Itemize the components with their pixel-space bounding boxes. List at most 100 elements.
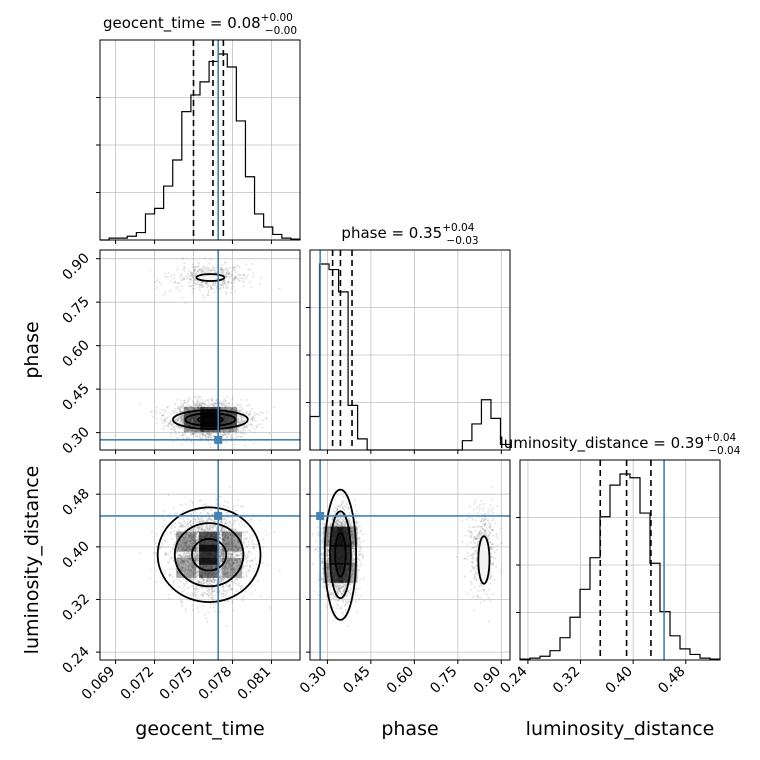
sample-point bbox=[250, 417, 253, 420]
sample-point bbox=[180, 503, 183, 506]
sample-point bbox=[195, 595, 198, 598]
sample-point bbox=[241, 279, 244, 282]
sample-point bbox=[233, 267, 236, 270]
sample-point bbox=[186, 521, 189, 524]
sample-point bbox=[195, 403, 198, 406]
sample-point bbox=[223, 425, 226, 428]
sample-point bbox=[214, 603, 217, 606]
sample-point bbox=[237, 498, 240, 501]
sample-point bbox=[161, 544, 164, 547]
sample-point bbox=[198, 407, 201, 410]
sample-point bbox=[172, 410, 175, 413]
sample-point bbox=[219, 610, 222, 613]
sample-point bbox=[204, 271, 207, 274]
sample-point bbox=[237, 418, 240, 421]
sample-point bbox=[232, 521, 235, 524]
sample-point bbox=[180, 421, 183, 424]
sample-point bbox=[237, 435, 240, 438]
sample-point bbox=[174, 281, 177, 284]
sample-point bbox=[179, 416, 182, 419]
sample-point bbox=[173, 530, 176, 533]
sample-point bbox=[199, 512, 202, 515]
sample-point bbox=[192, 433, 195, 436]
sample-point bbox=[182, 277, 185, 280]
sample-point bbox=[235, 408, 238, 411]
sample-point bbox=[183, 419, 186, 422]
sample-point bbox=[247, 404, 250, 407]
sample-point bbox=[238, 274, 241, 277]
sample-point bbox=[255, 425, 258, 428]
sample-point bbox=[164, 275, 167, 278]
sample-point bbox=[215, 503, 218, 506]
sample-point bbox=[179, 406, 182, 409]
sample-point bbox=[248, 423, 251, 426]
sample-point bbox=[209, 433, 212, 436]
sample-point bbox=[205, 617, 208, 620]
sample-point bbox=[191, 432, 194, 435]
sample-point bbox=[190, 417, 193, 420]
sample-point bbox=[163, 573, 166, 576]
sample-point bbox=[181, 407, 184, 410]
sample-point bbox=[203, 528, 206, 531]
sample-point bbox=[194, 421, 197, 424]
sample-point bbox=[239, 419, 242, 422]
sample-point bbox=[227, 433, 230, 436]
sample-point bbox=[241, 572, 244, 575]
sample-point bbox=[223, 516, 226, 519]
sample-point bbox=[225, 624, 228, 627]
sample-point bbox=[236, 403, 239, 406]
sample-point bbox=[212, 283, 215, 286]
sample-point bbox=[226, 417, 229, 420]
sample-point bbox=[185, 413, 188, 416]
sample-point bbox=[231, 397, 234, 400]
sample-point bbox=[221, 268, 224, 271]
sample-point bbox=[251, 542, 254, 545]
sample-point bbox=[246, 569, 249, 572]
sample-point bbox=[233, 408, 236, 411]
sample-point bbox=[222, 414, 225, 417]
sample-point bbox=[226, 418, 229, 421]
sample-point bbox=[185, 406, 188, 409]
sample-point bbox=[264, 417, 267, 420]
sample-point bbox=[190, 411, 193, 414]
sample-point bbox=[241, 599, 244, 602]
sample-point bbox=[152, 415, 155, 418]
sample-point bbox=[197, 270, 200, 273]
sample-point bbox=[210, 436, 213, 439]
sample-point bbox=[186, 399, 189, 402]
sample-point bbox=[208, 402, 211, 405]
sample-point bbox=[229, 431, 232, 434]
sample-point bbox=[182, 417, 185, 420]
sample-point bbox=[227, 280, 230, 283]
sample-point bbox=[173, 430, 176, 433]
sample-point bbox=[199, 437, 202, 440]
sample-point bbox=[224, 420, 227, 423]
sample-point bbox=[229, 291, 232, 294]
sample-point bbox=[223, 419, 226, 422]
sample-point bbox=[190, 405, 193, 408]
sample-point bbox=[166, 405, 169, 408]
sample-point bbox=[175, 411, 178, 414]
sample-point bbox=[224, 406, 227, 409]
sample-point bbox=[232, 507, 235, 510]
sample-point bbox=[255, 543, 258, 546]
sample-point bbox=[188, 404, 191, 407]
sample-point bbox=[232, 423, 235, 426]
sample-point bbox=[192, 280, 195, 283]
sample-point bbox=[184, 427, 187, 430]
sample-point bbox=[245, 404, 248, 407]
sample-point bbox=[177, 425, 180, 428]
sample-point bbox=[208, 433, 211, 436]
sample-point bbox=[214, 284, 217, 287]
sample-point bbox=[219, 283, 222, 286]
sample-point bbox=[223, 414, 226, 417]
scatter-panel-geocent_time-vs-phase bbox=[99, 249, 301, 451]
sample-point bbox=[278, 287, 281, 290]
sample-point bbox=[215, 285, 218, 288]
sample-point bbox=[210, 518, 213, 521]
sample-point bbox=[242, 575, 245, 578]
sample-point bbox=[206, 399, 209, 402]
sample-point bbox=[194, 416, 197, 419]
contour-line bbox=[195, 273, 226, 282]
sample-point bbox=[161, 542, 164, 545]
